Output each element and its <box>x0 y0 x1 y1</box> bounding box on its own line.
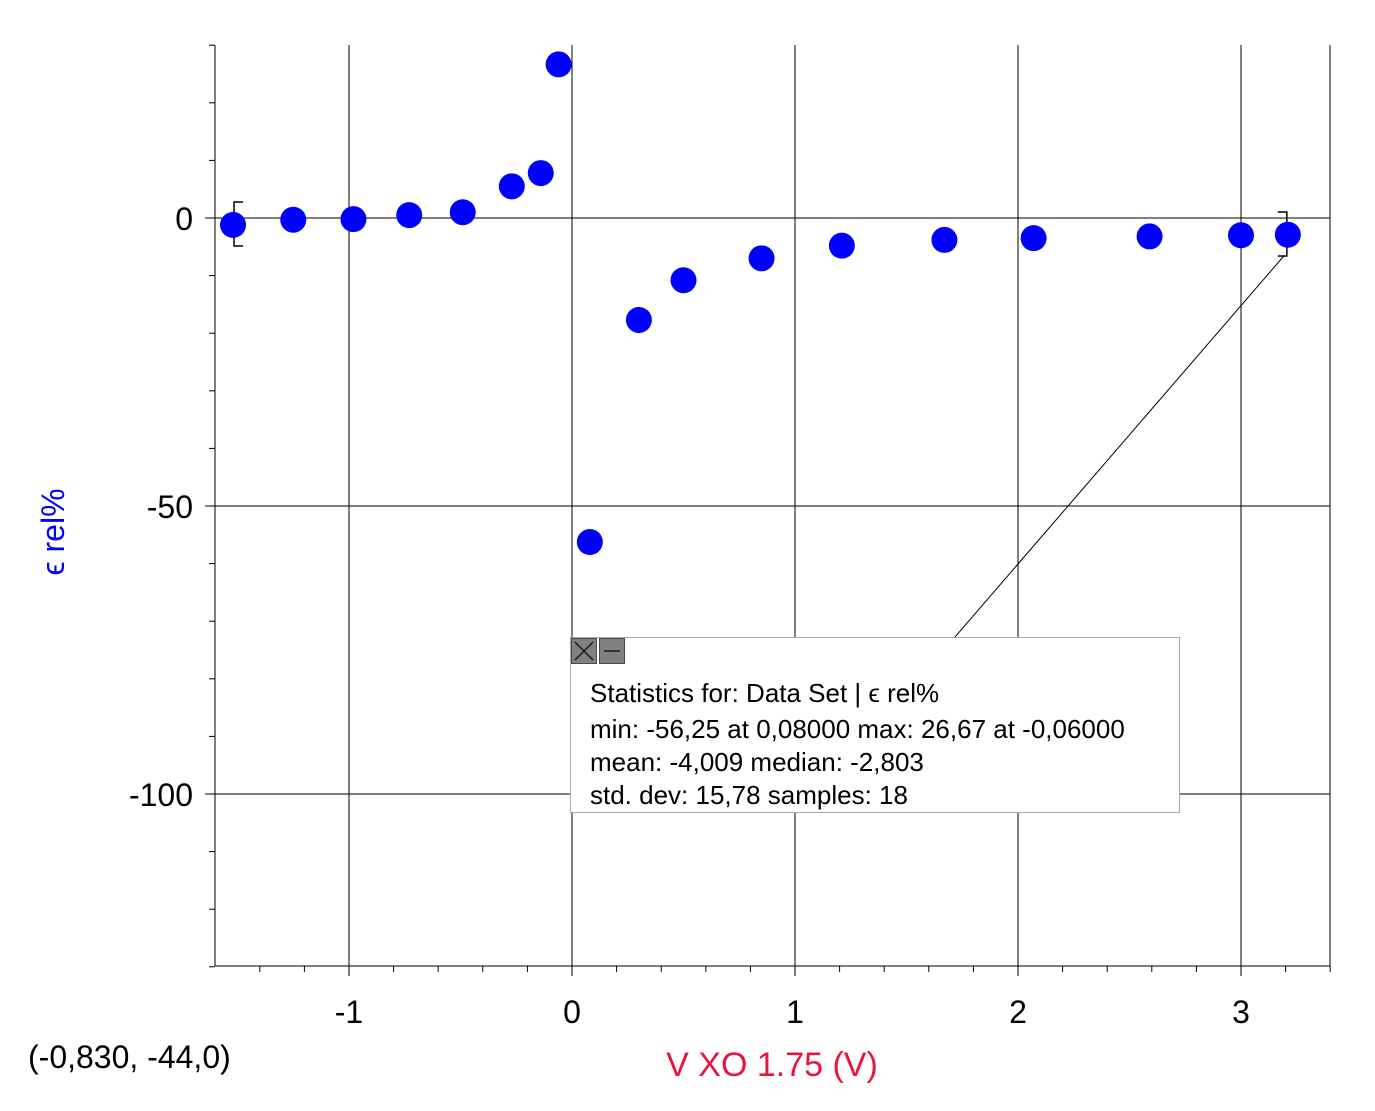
data-point <box>1274 221 1301 248</box>
y-axis-label: ϵ rel% <box>35 488 71 575</box>
data-point <box>340 206 367 233</box>
x-tick-label: 1 <box>786 994 804 1030</box>
data-point <box>498 173 525 200</box>
data-point <box>396 202 423 229</box>
data-points <box>220 51 1301 555</box>
x-tick-labels: -1 0 1 2 3 <box>335 994 1250 1030</box>
data-point <box>670 267 697 294</box>
y-tick-label: -100 <box>129 777 193 813</box>
data-point <box>576 529 603 555</box>
minimize-dash-icon <box>604 650 620 652</box>
x-tick-label: 0 <box>563 994 581 1030</box>
y-tick-label: 0 <box>175 201 193 237</box>
x-axis-label: V XO 1.75 (V) <box>666 1046 878 1084</box>
data-point <box>931 226 958 253</box>
data-point <box>545 51 572 78</box>
stats-mean-median: mean: -4,009 median: -2,803 <box>590 747 924 777</box>
close-x-icon <box>574 641 594 661</box>
data-point <box>748 245 775 272</box>
stats-leader-line <box>954 255 1285 638</box>
data-point <box>1228 222 1254 249</box>
y-tick-label: -50 <box>147 489 193 525</box>
data-point <box>280 206 307 233</box>
y-tick-labels: 0 -50 -100 <box>129 201 193 813</box>
data-point <box>220 211 247 238</box>
stats-stddev-samples: std. dev: 15,78 samples: 18 <box>590 780 908 810</box>
data-point <box>625 306 652 333</box>
stats-minmax: min: -56,25 at 0,08000 max: 26,67 at -0,… <box>590 714 1125 744</box>
stats-title: Statistics for: Data Set | ϵ rel% <box>590 678 940 708</box>
close-button[interactable] <box>571 638 597 664</box>
x-tick-label: 2 <box>1009 994 1027 1030</box>
statistics-box[interactable]: Statistics for: Data Set | ϵ rel% min: -… <box>570 637 1180 813</box>
minimize-button[interactable] <box>599 638 625 664</box>
data-point <box>828 232 855 259</box>
minor-ticks <box>205 44 1331 976</box>
x-tick-label: 3 <box>1232 994 1250 1030</box>
data-point <box>1020 225 1047 252</box>
data-point <box>527 160 554 187</box>
coordinate-readout: (-0,830, -44,0) <box>28 1039 231 1075</box>
data-point <box>1136 223 1163 250</box>
x-tick-label: -1 <box>335 994 363 1030</box>
data-point <box>449 199 476 226</box>
